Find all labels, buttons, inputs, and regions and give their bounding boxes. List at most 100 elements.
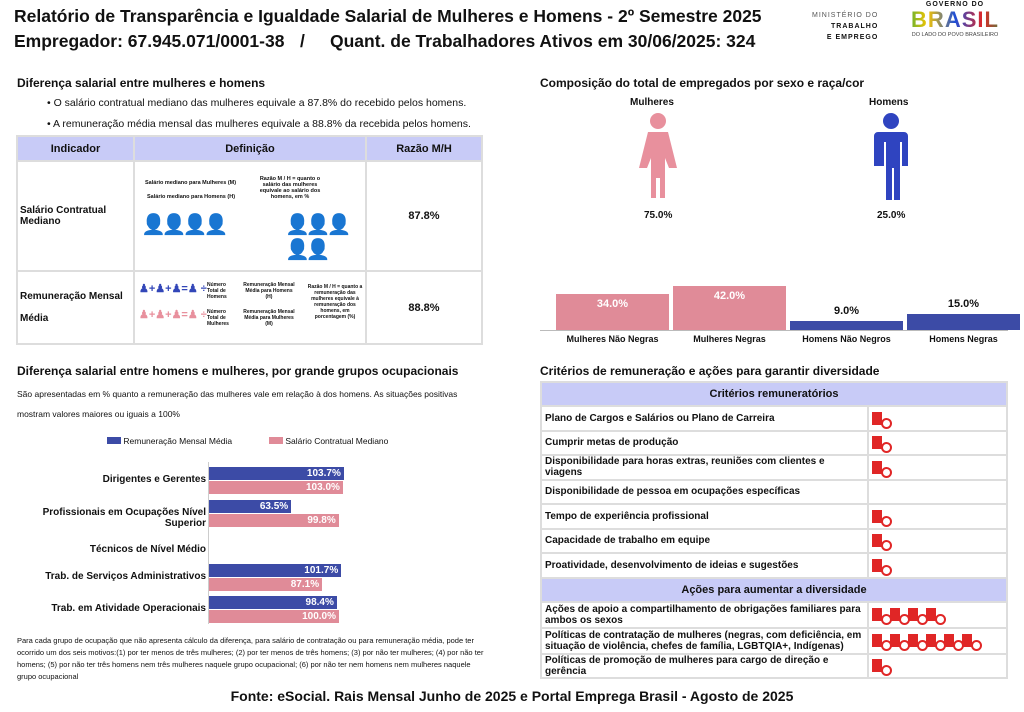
building-check-icon xyxy=(926,608,946,625)
category-label: Técnicos de Nível Médio xyxy=(89,544,206,555)
ratio: 87.8% xyxy=(365,160,483,272)
def-line: Número Total de Homens xyxy=(207,282,227,300)
bar-value-label: 15.0% xyxy=(947,298,980,311)
criteria-row: Cumprir metas de produção xyxy=(540,429,1008,456)
legend-item: Remuneração Mensal Média xyxy=(107,436,232,446)
criteria-label: Políticas de promoção de mulheres para c… xyxy=(540,652,869,679)
def-line: Remuneração Mensal Média para Mulheres (… xyxy=(243,309,295,327)
people-icons: 👤👤👤👤 xyxy=(141,214,229,236)
criteria-row: Plano de Cargos e Salários ou Plano de C… xyxy=(540,405,1008,432)
criteria-row: Disponibilidade de pessoa em ocupações e… xyxy=(540,478,1008,505)
bar-salario-contratual: 100.0% xyxy=(208,610,339,623)
def-note: Razão M / H = quanto o salário das mulhe… xyxy=(259,176,321,200)
criteria-label: Disponibilidade de pessoa em ocupações e… xyxy=(540,478,869,505)
criteria-icons xyxy=(867,478,1008,505)
category-label: Profissionais em Ocupações Nível Superio… xyxy=(42,507,206,529)
building-check-icon xyxy=(908,608,928,625)
criteria-table: Critérios remuneratórios Plano de Cargos… xyxy=(540,381,1008,679)
building-check-icon xyxy=(872,558,892,576)
bullet-text: O salário contratual mediano das mulhere… xyxy=(53,97,467,109)
criteria-row: Políticas de promoção de mulheres para c… xyxy=(540,652,1008,679)
gov-top: GOVERNO DO xyxy=(925,1,985,8)
occupational-title: Diferença salarial entre homens e mulher… xyxy=(17,364,459,378)
criteria-label: Tempo de experiência profissional xyxy=(540,503,869,530)
criteria-icons xyxy=(867,405,1008,432)
table-row: Remuneração Mensal Média ♟+♟+♟=♟ ÷ ♟+♟+♟… xyxy=(16,270,483,345)
category-label: Trab. de Serviços Administrativos xyxy=(45,571,206,582)
criteria-label: Disponibilidade para horas extras, reuni… xyxy=(540,454,869,481)
building-check-icon xyxy=(890,608,910,625)
criteria-row: Tempo de experiência profissional xyxy=(540,503,1008,530)
men-label: Homens xyxy=(869,97,909,108)
criteria-label: Capacidade de trabalho em equipe xyxy=(540,527,869,554)
category-label: Homens Negras xyxy=(929,334,998,344)
def-line: Salário mediano para Mulheres (M) xyxy=(145,180,237,186)
def-line: Remuneração Mensal Média para Homens (H) xyxy=(243,282,295,300)
bar-value-label: 42.0% xyxy=(713,289,746,302)
bar-value-label: 34.0% xyxy=(596,298,629,311)
actions-header: Ações para aumentar a diversidade xyxy=(540,576,1008,603)
bar-salario-contratual: 103.0% xyxy=(208,481,343,494)
definition-diagram: Salário mediano para Mulheres (M) Salári… xyxy=(133,160,367,272)
def-note: Razão M / H = quanto a remuneração das m… xyxy=(307,284,363,320)
women-label: Mulheres xyxy=(630,97,674,108)
bullet-text: A remuneração média mensal das mulheres … xyxy=(53,118,471,130)
bar-remuneracao-media: 63.5% xyxy=(208,500,292,513)
bar-remuneracao-media: 103.7% xyxy=(208,467,344,480)
building-check-icon xyxy=(872,411,892,429)
building-check-icon xyxy=(872,534,892,552)
indicator-table: Indicador Definição Razão M/H Salário Cont… xyxy=(16,135,483,345)
ministry-line: MINISTÉRIO DO xyxy=(812,12,879,19)
men-pct: 25.0% xyxy=(877,210,906,221)
axis-line xyxy=(540,330,1008,331)
bar-remuneracao-media: 98.4% xyxy=(208,596,337,609)
ministry-line: TRABALHO xyxy=(831,23,879,30)
definition-diagram: ♟+♟+♟=♟ ÷ ♟+♟+♟=♟ ÷ Número Total de Home… xyxy=(133,270,367,345)
criteria-icons xyxy=(867,503,1008,530)
category-label: Mulheres Não Negras xyxy=(566,334,659,344)
building-check-icon xyxy=(890,634,910,651)
building-check-icon xyxy=(926,634,946,651)
building-check-icon xyxy=(908,634,928,651)
category-label: Trab. em Atividade Operacionais xyxy=(51,603,206,614)
occupational-desc: São apresentadas em % quanto a remuneraç… xyxy=(17,389,458,419)
building-check-icon xyxy=(872,634,892,651)
man-icon xyxy=(874,113,908,200)
bar-value-label: 9.0% xyxy=(833,304,860,317)
separator: / xyxy=(300,31,305,51)
race-bar: 42.0% xyxy=(673,285,786,330)
race-bar: 9.0% xyxy=(790,305,903,330)
race-bar: 15.0% xyxy=(907,298,1020,330)
building-check-icon xyxy=(944,634,964,651)
legend-label: Salário Contratual Mediano xyxy=(285,436,389,446)
category-label: Mulheres Negras xyxy=(693,334,766,344)
source-footer: Fonte: eSocial. Rais Mensal Junho de 202… xyxy=(230,688,794,704)
legend-swatch xyxy=(107,437,121,444)
criteria-icons xyxy=(867,527,1008,554)
building-check-icon xyxy=(872,460,892,478)
table-row: Salário Contratual Mediano Salário media… xyxy=(16,160,483,272)
race-bar: 34.0% xyxy=(556,294,669,330)
criteria-row: Proatividade, desenvolvimento de ideias … xyxy=(540,552,1008,579)
category-label: Homens Não Negros xyxy=(802,334,891,344)
gov-brasil-logo: GOVERNO DO BRASIL DO LADO DO POVO BRASIL… xyxy=(900,1,1010,38)
women-pct: 75.0% xyxy=(644,210,673,221)
footnote: Para cada grupo de ocupação que não apre… xyxy=(17,636,484,681)
criteria-row: Disponibilidade para horas extras, reuni… xyxy=(540,454,1008,481)
criteria-label: Políticas de contratação de mulheres (ne… xyxy=(540,626,869,655)
axis-line xyxy=(208,462,209,624)
criteria-label: Cumprir metas de produção xyxy=(540,429,869,456)
building-check-icon xyxy=(872,608,892,625)
men-icons: ♟+♟+♟=♟ ÷ xyxy=(139,283,207,295)
legend-swatch xyxy=(269,437,283,444)
women-icons: ♟+♟+♟=♟ ÷ xyxy=(139,309,207,321)
gov-tagline: DO LADO DO POVO BRASILEIRO xyxy=(911,32,999,38)
col-header: Razão M/H xyxy=(365,135,483,162)
people-icons: 👤👤👤👤👤 xyxy=(285,214,352,261)
woman-icon xyxy=(639,113,677,198)
criteria-icons xyxy=(867,429,1008,456)
criteria-row: Capacidade de trabalho em equipe xyxy=(540,527,1008,554)
ministry-logo: MINISTÉRIO DO TRABALHO E EMPREGO xyxy=(812,10,878,43)
criteria-icons xyxy=(867,454,1008,481)
criteria-label: Plano de Cargos e Salários ou Plano de C… xyxy=(540,405,869,432)
